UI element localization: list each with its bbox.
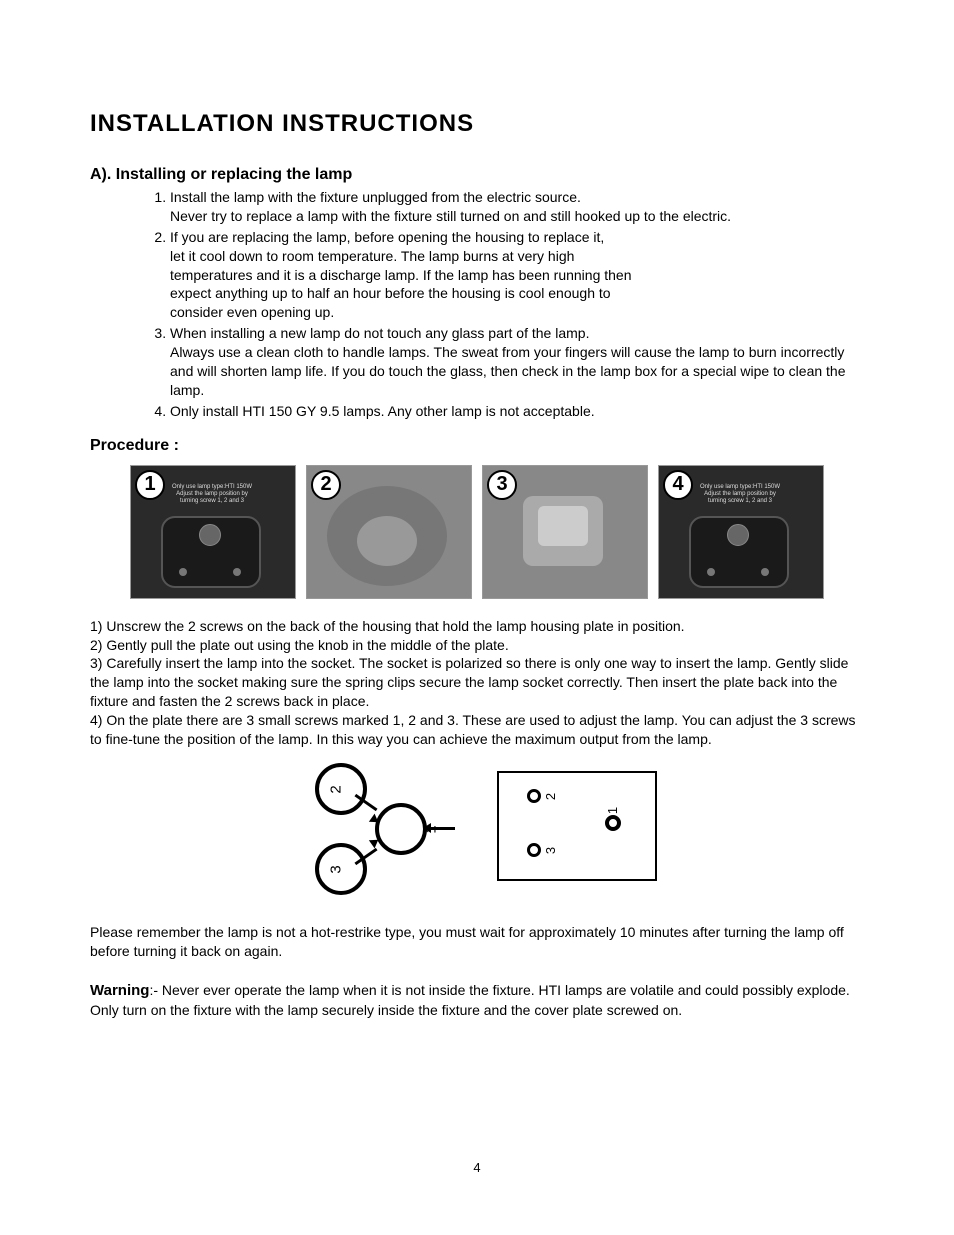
- diagram-label: 2: [328, 785, 345, 793]
- list-item: If you are replacing the lamp, before op…: [170, 228, 864, 322]
- warning-label: Warning: [90, 982, 149, 999]
- step-text: 1) Unscrew the 2 screws on the back of t…: [90, 617, 864, 636]
- procedure-steps: 1) Unscrew the 2 screws on the back of t…: [90, 617, 864, 749]
- step-number: 2: [311, 470, 341, 500]
- diagram-label: 1: [605, 807, 620, 814]
- adjustment-diagram: 2 3 1 2 3 1: [90, 761, 864, 911]
- procedure-image-1: Only use lamp type:HTI 150W Adjust the l…: [130, 465, 296, 599]
- procedure-image-3: 3: [482, 465, 648, 599]
- list-item: Only install HTI 150 GY 9.5 lamps. Any o…: [170, 402, 864, 421]
- diagram-label: 3: [543, 847, 558, 854]
- step-text: 4) On the plate there are 3 small screws…: [90, 711, 864, 749]
- section-a-list: Install the lamp with the fixture unplug…: [90, 188, 864, 421]
- warning-paragraph: Warning:- Never ever operate the lamp wh…: [90, 981, 864, 1020]
- diagram-label: 2: [543, 793, 558, 800]
- procedure-heading: Procedure :: [90, 437, 864, 455]
- step-number: 4: [663, 470, 693, 500]
- section-a-heading: A). Installing or replacing the lamp: [90, 166, 864, 184]
- list-item: Install the lamp with the fixture unplug…: [170, 188, 864, 226]
- page-number: 4: [0, 1160, 954, 1175]
- list-item: When installing a new lamp do not touch …: [170, 324, 864, 400]
- procedure-image-2: 2: [306, 465, 472, 599]
- step-number: 1: [135, 470, 165, 500]
- procedure-image-4: Only use lamp type:HTI 150W Adjust the l…: [658, 465, 824, 599]
- diagram-label: 3: [328, 865, 345, 873]
- step-text: 2) Gently pull the plate out using the k…: [90, 636, 864, 655]
- warning-text: :- Never ever operate the lamp when it i…: [90, 982, 850, 1018]
- restrike-note: Please remember the lamp is not a hot-re…: [90, 923, 864, 961]
- page-title: INSTALLATION INSTRUCTIONS: [90, 110, 864, 138]
- procedure-images: Only use lamp type:HTI 150W Adjust the l…: [90, 459, 864, 617]
- step-number: 3: [487, 470, 517, 500]
- step-text: 3) Carefully insert the lamp into the so…: [90, 654, 864, 711]
